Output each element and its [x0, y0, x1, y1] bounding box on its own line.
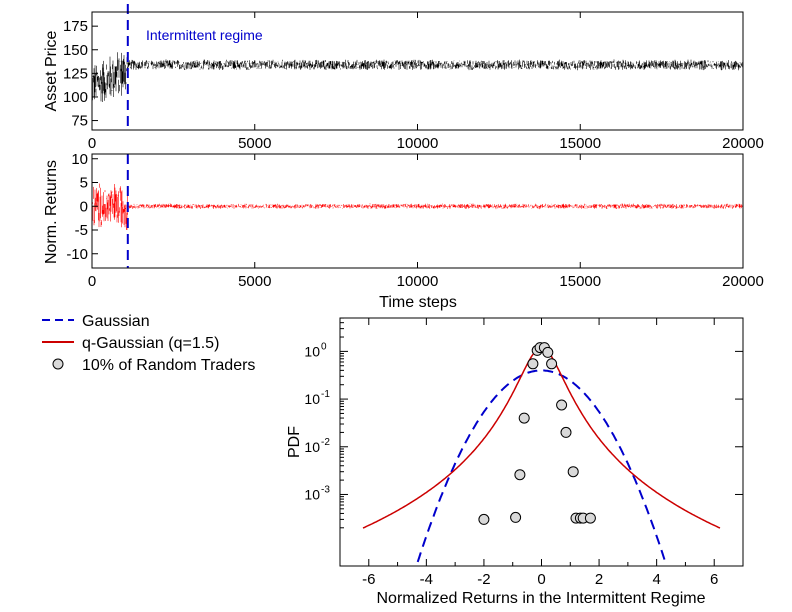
- pdf-x-tick-label: -6: [362, 571, 375, 588]
- price-x-tick-label: 5000: [238, 135, 271, 152]
- pdf-plot-frame: [339, 317, 744, 567]
- pdf-data-point: [518, 412, 530, 424]
- returns-y-axis-label: Norm. Returns: [43, 160, 60, 264]
- returns-axis-ticks: 0 5000 10000 15000 20000 10 5 0 -5 -10: [66, 151, 764, 290]
- legend-qgaussian-label: q-Gaussian (q=1.5): [82, 335, 219, 352]
- pdf-data-point: [542, 346, 554, 358]
- legend: Gaussian q-Gaussian (q=1.5) 10% of Rando…: [42, 313, 255, 374]
- price-series-line: [91, 52, 744, 102]
- pdf-x-axis-label: Normalized Returns in the Intermittent R…: [376, 590, 705, 607]
- pdf-x-tick-label: 0: [537, 571, 545, 588]
- pdf-y-tick-exponent: -1: [321, 389, 330, 400]
- pdf-y-tick-label: 10: [304, 343, 320, 359]
- returns-plot-frame: [91, 153, 744, 269]
- returns-y-tick-label: 10: [71, 151, 88, 168]
- pdf-y-axis-label: PDF: [286, 426, 303, 458]
- pdf-data-point: [584, 512, 596, 524]
- pdf-data-points: [478, 342, 596, 525]
- pdf-y-tick-exponent: 0: [321, 341, 327, 352]
- returns-x-tick-label: 10000: [397, 273, 439, 290]
- pdf-y-tick-label: 10: [304, 391, 320, 407]
- returns-y-tick-label: -5: [75, 222, 88, 239]
- returns-panel: 0 5000 10000 15000 20000 10 5 0 -5 -10 Norm. Retu…: [43, 151, 764, 311]
- returns-x-tick-label: 0: [88, 273, 96, 290]
- pdf-y-tick-label: 10: [304, 439, 320, 455]
- price-y-tick-label: 175: [63, 18, 88, 35]
- pdf-y-tick-exponent: -3: [321, 484, 330, 495]
- pdf-gaussian-curve: [416, 369, 667, 563]
- price-y-tick-label: 150: [63, 42, 88, 59]
- returns-y-tick-label: 0: [80, 198, 88, 215]
- price-y-tick-label: 75: [71, 113, 88, 130]
- returns-x-tick-label: 15000: [559, 273, 601, 290]
- price-x-tick-label: 10000: [397, 135, 439, 152]
- pdf-data-point: [560, 426, 572, 438]
- pdf-x-tick-label: 6: [710, 571, 718, 588]
- legend-traders-label: 10% of Random Traders: [82, 357, 255, 374]
- pdf-qgaussian-curve: [362, 346, 721, 529]
- pdf-data-point: [478, 513, 490, 525]
- returns-y-tick-label: -10: [66, 246, 88, 263]
- pdf-x-tick-label: 2: [595, 571, 603, 588]
- pdf-data-point: [567, 466, 579, 478]
- pdf-data-point: [546, 358, 558, 370]
- price-y-axis-label: Asset Price: [43, 30, 60, 111]
- pdf-data-point: [514, 469, 526, 481]
- returns-x-tick-label: 20000: [722, 273, 764, 290]
- pdf-data-point: [556, 399, 568, 411]
- price-x-tick-label: 15000: [559, 135, 601, 152]
- legend-gaussian-label: Gaussian: [82, 313, 150, 330]
- pdf-x-tick-label: -2: [477, 571, 490, 588]
- price-x-tick-label: 20000: [722, 135, 764, 152]
- price-y-tick-label: 125: [63, 65, 88, 82]
- price-x-tick-label: 0: [88, 135, 96, 152]
- price-y-tick-label: 100: [63, 89, 88, 106]
- pdf-y-tick-exponent: -2: [321, 437, 330, 448]
- returns-y-tick-label: 5: [80, 175, 88, 192]
- returns-x-tick-label: 5000: [238, 273, 271, 290]
- pdf-x-tick-label: 4: [652, 571, 660, 588]
- returns-series-line: [91, 183, 744, 230]
- price-axis-ticks: 0 5000 10000 15000 20000 75 100 125 150 175: [63, 12, 764, 152]
- legend-traders-marker: [52, 358, 64, 370]
- price-annotation: Intermittent regime: [146, 27, 263, 43]
- pdf-data-point: [510, 511, 522, 523]
- returns-x-axis-label: Time steps: [379, 294, 457, 311]
- pdf-data-point: [527, 358, 539, 370]
- pdf-y-tick-label: 10: [304, 486, 320, 502]
- price-panel: 0 5000 10000 15000 20000 75 100 125 150 175 Inter…: [43, 4, 764, 152]
- pdf-x-tick-label: -4: [420, 571, 433, 588]
